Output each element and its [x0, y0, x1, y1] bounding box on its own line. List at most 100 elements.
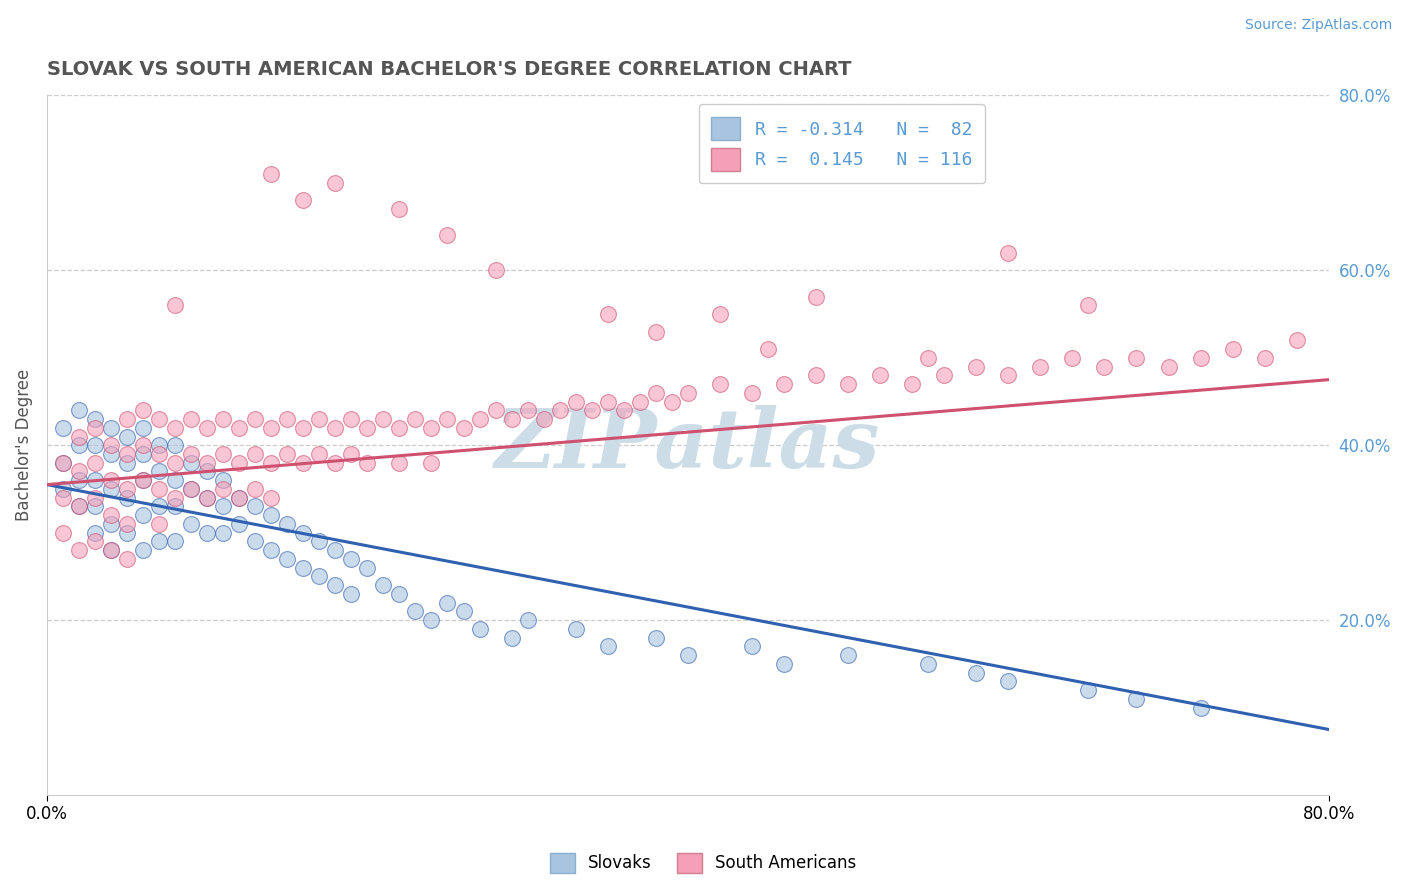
Point	[997, 368, 1019, 383]
Point	[132, 543, 155, 558]
Point	[323, 543, 346, 558]
Point	[148, 438, 170, 452]
Point	[548, 403, 571, 417]
Point	[115, 456, 138, 470]
Point	[965, 665, 987, 680]
Point	[180, 482, 202, 496]
Point	[260, 167, 283, 181]
Point	[436, 596, 458, 610]
Point	[165, 421, 187, 435]
Point	[84, 525, 107, 540]
Point	[165, 438, 187, 452]
Point	[212, 473, 235, 487]
Point	[245, 500, 267, 514]
Point	[276, 412, 298, 426]
Point	[67, 543, 90, 558]
Point	[228, 456, 250, 470]
Point	[516, 403, 538, 417]
Point	[741, 640, 763, 654]
Point	[804, 368, 827, 383]
Point	[292, 421, 315, 435]
Point	[132, 447, 155, 461]
Point	[917, 657, 939, 671]
Point	[564, 394, 586, 409]
Point	[292, 456, 315, 470]
Point	[484, 403, 506, 417]
Point	[388, 456, 411, 470]
Point	[596, 394, 619, 409]
Point	[453, 421, 475, 435]
Point	[340, 587, 363, 601]
Point	[67, 500, 90, 514]
Point	[276, 552, 298, 566]
Point	[709, 307, 731, 321]
Point	[100, 543, 122, 558]
Point	[115, 525, 138, 540]
Point	[212, 525, 235, 540]
Point	[468, 622, 491, 636]
Point	[436, 412, 458, 426]
Point	[356, 456, 378, 470]
Point	[132, 438, 155, 452]
Text: ZIPatlas: ZIPatlas	[495, 405, 880, 485]
Point	[100, 447, 122, 461]
Point	[180, 482, 202, 496]
Text: Source: ZipAtlas.com: Source: ZipAtlas.com	[1244, 18, 1392, 32]
Point	[388, 421, 411, 435]
Point	[323, 456, 346, 470]
Point	[934, 368, 956, 383]
Point	[308, 412, 330, 426]
Point	[356, 421, 378, 435]
Point	[613, 403, 636, 417]
Point	[644, 325, 666, 339]
Point	[115, 412, 138, 426]
Point	[52, 482, 75, 496]
Point	[564, 622, 586, 636]
Point	[292, 560, 315, 574]
Point	[165, 500, 187, 514]
Point	[997, 674, 1019, 689]
Point	[212, 482, 235, 496]
Point	[195, 491, 218, 505]
Point	[260, 543, 283, 558]
Point	[260, 421, 283, 435]
Point	[148, 516, 170, 531]
Point	[165, 473, 187, 487]
Point	[245, 534, 267, 549]
Point	[323, 176, 346, 190]
Point	[308, 534, 330, 549]
Point	[84, 473, 107, 487]
Point	[1077, 683, 1099, 698]
Point	[195, 465, 218, 479]
Point	[308, 447, 330, 461]
Point	[373, 578, 395, 592]
Point	[165, 491, 187, 505]
Point	[773, 377, 796, 392]
Point	[67, 429, 90, 443]
Point	[84, 412, 107, 426]
Point	[180, 447, 202, 461]
Point	[453, 604, 475, 618]
Point	[115, 429, 138, 443]
Point	[52, 525, 75, 540]
Text: SLOVAK VS SOUTH AMERICAN BACHELOR'S DEGREE CORRELATION CHART: SLOVAK VS SOUTH AMERICAN BACHELOR'S DEGR…	[46, 60, 852, 78]
Point	[596, 307, 619, 321]
Point	[404, 604, 426, 618]
Point	[260, 508, 283, 523]
Point	[67, 403, 90, 417]
Point	[115, 447, 138, 461]
Point	[132, 473, 155, 487]
Point	[340, 552, 363, 566]
Point	[84, 534, 107, 549]
Point	[52, 421, 75, 435]
Point	[804, 289, 827, 303]
Point	[837, 648, 859, 662]
Point	[596, 640, 619, 654]
Point	[67, 500, 90, 514]
Point	[84, 456, 107, 470]
Point	[323, 578, 346, 592]
Point	[1062, 351, 1084, 365]
Point	[180, 516, 202, 531]
Point	[1094, 359, 1116, 374]
Point	[260, 456, 283, 470]
